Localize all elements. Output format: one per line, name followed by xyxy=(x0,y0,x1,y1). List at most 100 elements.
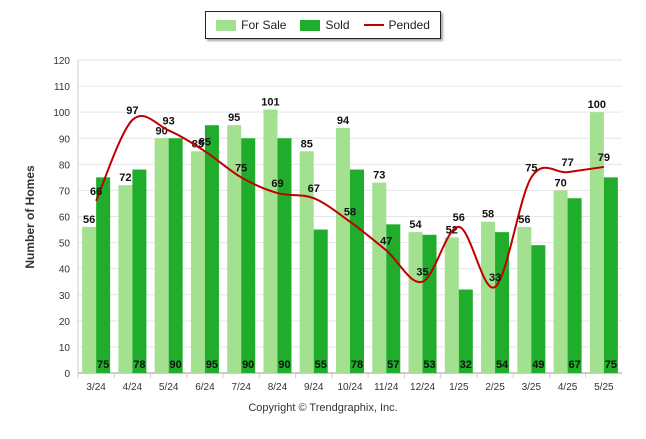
y-tick-label: 120 xyxy=(53,56,70,67)
bar-for-sale xyxy=(299,151,314,373)
legend-item-pended[interactable]: Pended xyxy=(363,18,430,32)
data-label-pended: 56 xyxy=(453,212,465,224)
legend: For Sale Sold Pended xyxy=(205,11,441,39)
y-tick-label: 110 xyxy=(54,82,70,93)
data-label-sold: 78 xyxy=(351,359,363,371)
data-label-for-sale: 70 xyxy=(554,177,566,189)
x-tick-label: 2/25 xyxy=(485,382,505,393)
data-label-sold: 55 xyxy=(315,359,327,371)
data-label-pended: 75 xyxy=(235,162,247,174)
y-tick-label: 90 xyxy=(59,134,71,145)
y-tick-label: 20 xyxy=(59,317,71,328)
data-label-sold: 32 xyxy=(460,359,472,371)
data-label-sold: 67 xyxy=(568,359,580,371)
y-tick-label: 100 xyxy=(53,108,70,119)
bar-for-sale xyxy=(372,182,387,373)
data-label-pended: 69 xyxy=(271,178,283,190)
bar-sold xyxy=(277,138,292,373)
data-label-pended: 93 xyxy=(163,115,175,127)
bar-sold xyxy=(313,229,328,373)
data-label-for-sale: 95 xyxy=(228,112,240,124)
bar-for-sale xyxy=(118,185,133,373)
bar-sold xyxy=(96,177,111,373)
legend-swatch-for-sale xyxy=(216,19,237,31)
data-label-pended: 58 xyxy=(344,207,356,219)
bar-for-sale xyxy=(553,190,568,373)
y-tick-label: 0 xyxy=(64,369,70,380)
y-tick-label: 30 xyxy=(59,291,71,302)
bar-sold xyxy=(168,138,183,373)
data-label-sold: 90 xyxy=(170,359,182,371)
bar-sold xyxy=(603,177,618,373)
data-label-for-sale: 56 xyxy=(518,214,530,226)
bar-for-sale xyxy=(82,226,97,373)
data-label-pended: 67 xyxy=(308,183,320,195)
data-label-sold: 75 xyxy=(97,359,109,371)
x-tick-label: 12/24 xyxy=(410,382,435,393)
data-label-sold: 53 xyxy=(423,359,435,371)
data-label-for-sale: 56 xyxy=(83,214,95,226)
y-tick-label: 70 xyxy=(59,186,71,197)
x-tick-label: 4/24 xyxy=(123,382,143,393)
data-label-sold: 75 xyxy=(605,359,617,371)
legend-item-sold[interactable]: Sold xyxy=(300,18,350,32)
data-label-for-sale: 73 xyxy=(373,170,385,182)
bar-sold xyxy=(567,198,582,373)
x-tick-label: 3/24 xyxy=(86,382,106,393)
data-label-pended: 66 xyxy=(90,186,102,198)
data-label-pended: 75 xyxy=(525,162,537,174)
data-label-pended: 79 xyxy=(598,152,610,164)
x-tick-label: 3/25 xyxy=(522,382,542,393)
bar-for-sale xyxy=(227,125,242,373)
y-tick-label: 10 xyxy=(59,343,71,354)
data-label-for-sale: 72 xyxy=(119,172,131,184)
data-label-sold: 78 xyxy=(133,359,145,371)
data-label-for-sale: 100 xyxy=(588,99,606,111)
data-label-for-sale: 85 xyxy=(192,138,204,150)
x-tick-label: 8/24 xyxy=(268,382,288,393)
data-label-pended: 85 xyxy=(199,136,211,148)
data-label-for-sale: 85 xyxy=(301,138,313,150)
bar-sold xyxy=(350,169,364,373)
bar-sold xyxy=(495,232,510,373)
copyright-text: Copyright © Trendgraphix, Inc. xyxy=(248,402,398,414)
data-label-sold: 95 xyxy=(206,359,218,371)
data-label-for-sale: 94 xyxy=(337,115,350,127)
x-tick-label: 6/24 xyxy=(195,382,215,393)
x-tick-label: 11/24 xyxy=(374,382,399,393)
bar-for-sale xyxy=(481,221,496,373)
y-tick-label: 60 xyxy=(59,213,71,224)
data-label-sold: 90 xyxy=(278,359,290,371)
x-tick-label: 9/24 xyxy=(304,382,324,393)
bar-sold xyxy=(204,125,219,373)
y-tick-label: 40 xyxy=(59,265,71,276)
bar-sold xyxy=(458,289,473,373)
bar-for-sale xyxy=(154,138,169,373)
bar-for-sale xyxy=(408,232,423,373)
legend-label-for-sale: For Sale xyxy=(241,18,287,32)
data-label-sold: 90 xyxy=(242,359,254,371)
x-tick-label: 5/25 xyxy=(594,382,614,393)
bar-sold xyxy=(531,245,546,373)
x-tick-label: 10/24 xyxy=(337,382,362,393)
legend-swatch-pended xyxy=(363,24,384,26)
bar-for-sale xyxy=(336,127,350,373)
legend-label-sold: Sold xyxy=(325,18,350,32)
data-label-for-sale: 54 xyxy=(409,219,422,231)
bar-sold xyxy=(422,234,437,373)
data-label-for-sale: 58 xyxy=(482,209,494,221)
data-label-pended: 97 xyxy=(126,105,138,117)
bar-sold xyxy=(241,138,256,373)
y-tick-label: 80 xyxy=(59,160,71,171)
data-label-pended: 77 xyxy=(561,157,573,169)
legend-item-for-sale[interactable]: For Sale xyxy=(216,18,286,32)
bar-sold xyxy=(132,169,147,373)
x-tick-label: 1/25 xyxy=(449,382,469,393)
bar-for-sale xyxy=(589,112,604,374)
y-axis-title: Number of Homes xyxy=(23,165,37,269)
y-tick-label: 50 xyxy=(59,239,71,250)
data-label-sold: 49 xyxy=(532,359,544,371)
data-label-pended: 47 xyxy=(380,235,392,247)
